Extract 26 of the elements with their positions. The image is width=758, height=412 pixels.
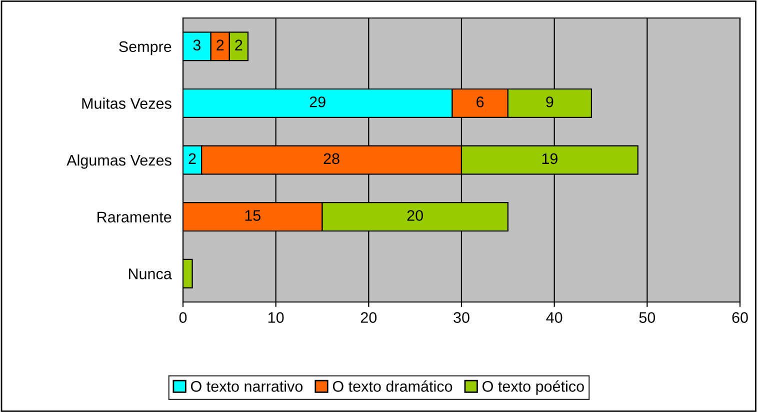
data-label: 28 — [324, 153, 340, 164]
y-tick-label: Raramente — [98, 212, 172, 222]
data-label: 2 — [235, 40, 242, 50]
legend-label: O texto dramático — [332, 380, 452, 392]
data-label: 6 — [476, 96, 484, 108]
data-label: 2 — [216, 40, 224, 50]
data-label: 20 — [407, 210, 423, 221]
y-tick-label: Sempre — [119, 41, 172, 56]
x-tick-label: 60 — [732, 312, 748, 323]
y-tick-label: Algumas Vezes — [66, 154, 172, 169]
y-tick-label: Nunca — [128, 268, 172, 280]
legend-label: O texto narrativo — [190, 380, 303, 392]
legend-label: O texto poético — [482, 380, 584, 395]
data-label: 15 — [245, 210, 260, 221]
x-tick-label: 20 — [360, 312, 377, 323]
data-label: 29 — [310, 96, 326, 108]
x-tick-label: 50 — [639, 312, 656, 323]
data-label: 3 — [193, 40, 200, 50]
x-tick-label: 0 — [179, 312, 187, 323]
x-tick-label: 30 — [454, 312, 470, 323]
y-tick-label: Muitas Vezes — [82, 98, 172, 109]
x-tick-label: 40 — [546, 312, 562, 323]
data-label: 19 — [542, 153, 558, 164]
data-label: 2 — [188, 153, 196, 164]
data-label: 9 — [546, 96, 554, 108]
x-tick-label: 10 — [268, 312, 284, 323]
